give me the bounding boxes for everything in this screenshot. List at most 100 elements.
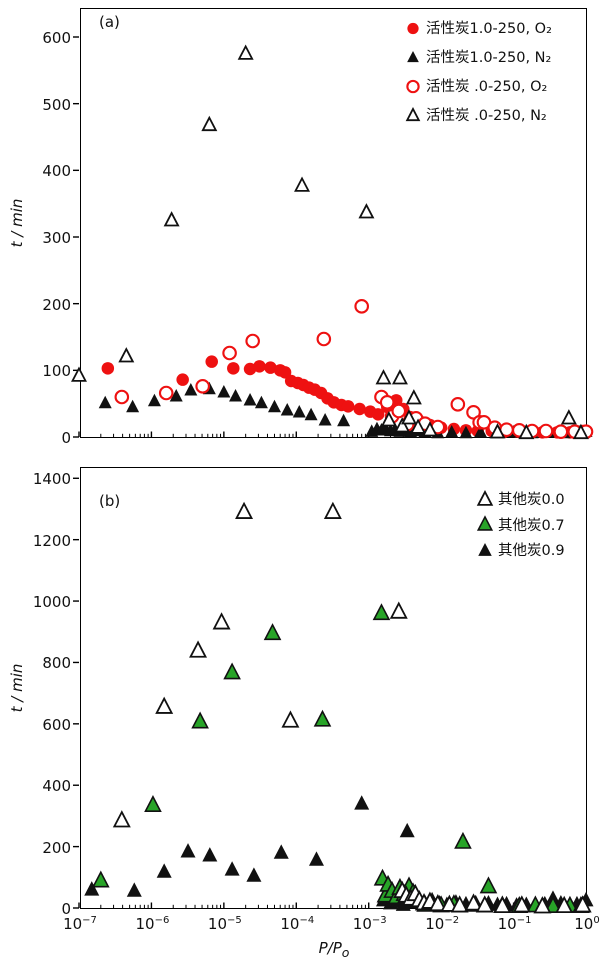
data-point [373,603,391,621]
data-point [189,640,208,659]
x-tick-label: 10−5 [207,915,242,933]
data-point [573,424,590,440]
data-point [422,421,439,437]
data-point [533,896,552,914]
legend-label: 其他炭0.9 [498,543,565,560]
data-point [229,389,243,402]
data-point [244,363,257,376]
data-point [205,355,219,369]
data-point [227,362,240,375]
y-tick-label: 600 [42,29,71,47]
open-triangle-legend-icon [476,489,494,506]
y-tick-label: 100 [42,362,71,381]
data-point [164,211,181,227]
x-tick-label: 100 [574,915,600,933]
panel-a-legend: 活性炭1.0-250, O₂ 活性炭1.0-250, N₂ 活性炭 .0-250, … [404,13,552,129]
series-活性炭 .0-250, O₂ [114,299,594,440]
data-point [391,404,407,419]
y-tick-label: 800 [42,654,71,673]
filled-circle-legend-icon [407,22,419,34]
series-其他炭0.7 [92,603,591,914]
data-point [92,870,111,888]
data-point [201,116,218,132]
x-axis-title: P/Po [319,939,350,960]
filled-triangle-legend-icon [478,542,492,556]
data-point [264,623,282,641]
data-point [513,895,532,913]
data-point [281,710,300,729]
data-point [293,405,307,418]
legend-label: 活性炭1.0-250, N₂ [426,50,552,66]
data-point [337,414,351,427]
data-point [127,882,143,898]
y-tick-label: 0 [61,900,71,918]
legend-label: 活性炭1.0-250, O₂ [426,21,552,37]
data-point [429,894,448,912]
legend-entry: 活性炭1.0-250, N₂ [404,42,552,71]
data-point [372,408,385,421]
data-point [281,403,295,416]
data-point [274,844,290,860]
filled-triangle-legend-icon [407,50,419,62]
data-point [553,424,569,440]
panel-a-canvas [71,36,594,440]
data-point [561,409,578,425]
legend-label: 活性炭 .0-250, O₂ [426,79,548,95]
y-tick-label: 1000 [32,593,71,612]
data-point [180,843,196,858]
open-triangle-legend-icon [405,106,421,121]
data-point [555,896,574,914]
data-point [223,662,242,680]
y-tick-label: 400 [42,162,71,181]
data-point [255,396,269,409]
data-point [400,823,416,838]
panel-a-plot-area [71,8,594,440]
data-point [126,400,140,413]
data-point [489,423,506,439]
data-point [410,418,427,435]
data-point [381,411,398,427]
y-tick-label: 200 [42,838,71,857]
series-其他炭0.0 [113,502,593,914]
data-point [454,832,473,850]
data-point [354,795,370,811]
y-tick-label: 500 [42,95,71,114]
data-point [459,426,473,439]
data-point [394,417,411,433]
data-point [304,408,318,421]
data-point [354,299,370,315]
x-tick-label: 10−3 [352,915,387,933]
data-point [474,425,488,438]
y-tick-label: 300 [42,229,71,247]
data-point [358,203,375,219]
legend-entry: 其他炭0.0 [476,486,565,512]
x-tick-label: 10−7 [63,915,97,933]
data-point [518,424,535,440]
data-point [217,385,231,398]
panel-b-legend: 其他炭0.0 其他炭0.7 其他炭0.9 [476,486,565,563]
x-tick-label: 10−2 [425,915,460,933]
data-point [309,851,325,867]
legend-entry: 其他炭0.9 [476,537,565,563]
x-tick-label: 10−6 [135,915,170,933]
data-point [401,409,418,425]
data-point [245,334,261,349]
data-point [406,389,423,405]
data-point [225,861,241,877]
data-point [71,366,88,383]
data-point [176,373,190,387]
data-point [464,893,483,912]
y-tick-label: 400 [42,777,71,796]
data-point [99,396,113,409]
panel-b-plot-area [73,467,594,914]
y-tick-label: 1400 [32,470,71,489]
x-tick-label: 10−1 [497,915,532,933]
data-point [195,379,211,395]
data-point [113,810,132,828]
data-point [155,697,174,715]
data-point [544,896,563,914]
data-point [246,867,262,883]
data-point [238,44,255,61]
data-point [235,502,254,520]
data-point [392,369,409,385]
